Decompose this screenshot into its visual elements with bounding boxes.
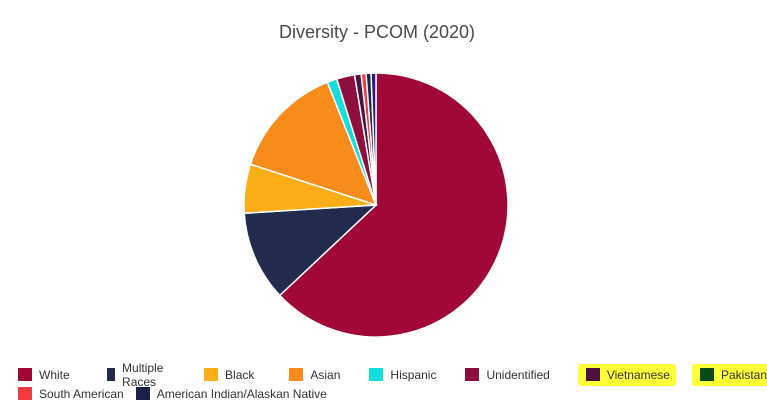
legend-row: White Multiple Races Black Asian Hispanic Uni… xyxy=(18,361,767,389)
pie-slice-white xyxy=(278,72,509,338)
legend-item-multiple-races: Multiple Races xyxy=(106,360,169,389)
legend-label: Vietnamese xyxy=(606,367,670,382)
pie-slice-multiple-races xyxy=(243,204,379,297)
legend-label: Unidentified xyxy=(486,367,550,382)
legend-swatch xyxy=(289,368,304,381)
chart-title: Diversity - PCOM (2020) xyxy=(278,22,476,42)
chart-legend: White Multiple Races Black Asian Hispanic Uni… xyxy=(18,361,767,403)
legend-label: Multiple Races xyxy=(122,360,164,389)
legend-item-american-indian-alaskan-native: American Indian/Alaskan Native xyxy=(135,386,327,401)
legend-swatch xyxy=(699,368,714,381)
legend-swatch xyxy=(135,387,150,400)
legend-swatch xyxy=(585,368,600,381)
legend-label: Hispanic xyxy=(390,367,437,382)
legend-item-black: Black xyxy=(204,368,254,382)
legend-label: American Indian/Alaskan Native xyxy=(156,386,327,401)
legend-label: White xyxy=(39,367,70,382)
legend-item-asian: Asian xyxy=(289,368,340,382)
legend-swatch xyxy=(106,368,116,381)
pie-slice-asian xyxy=(249,81,378,207)
legend-swatch xyxy=(18,387,32,400)
legend-label: Black xyxy=(225,367,255,382)
legend-item-pakistani: Pakistani xyxy=(692,363,767,386)
legend-item-white: White xyxy=(18,368,70,382)
legend-swatch xyxy=(369,368,384,381)
legend-label: Asian xyxy=(310,367,341,382)
legend-swatch xyxy=(465,368,480,381)
legend-label: South American xyxy=(39,386,124,401)
pie-chart xyxy=(243,72,509,338)
legend-swatch xyxy=(18,368,32,381)
pie-slice-unlabeled xyxy=(370,72,377,206)
legend-row: South American American Indian/Alaskan Na… xyxy=(18,384,758,403)
legend-swatch xyxy=(204,368,219,381)
legend-item-hispanic: Hispanic xyxy=(369,368,436,382)
legend-label: Pakistani xyxy=(720,367,767,382)
legend-item-south-american: South American xyxy=(18,387,124,401)
legend-item-unidentified: Unidentified xyxy=(465,367,550,382)
legend-item-vietnamese: Vietnamese xyxy=(577,363,677,386)
